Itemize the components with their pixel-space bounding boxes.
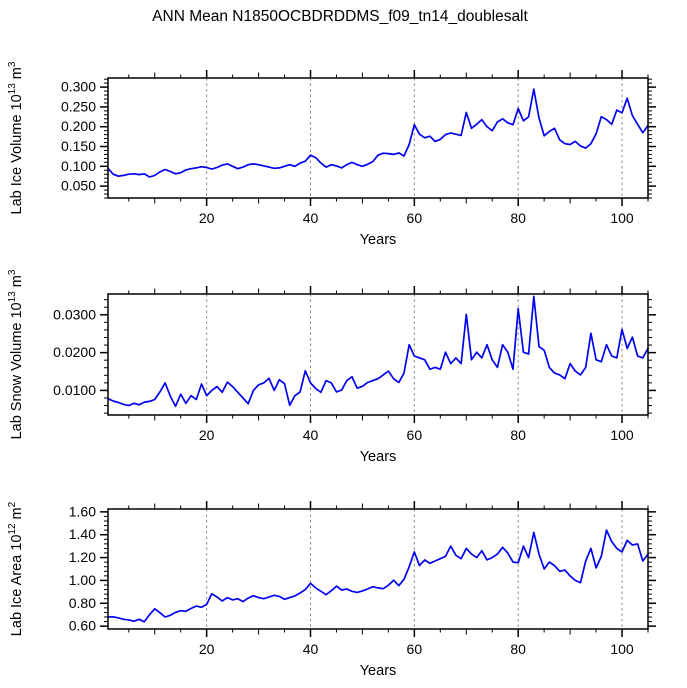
y-tick-label: 0.80: [69, 595, 96, 611]
ice-volume-ylabel: Lab Ice Volume 1013 m3: [7, 61, 25, 214]
y-tick-label: 0.200: [61, 118, 96, 134]
y-tick-label: 0.60: [69, 618, 96, 634]
x-tick-label: 20: [199, 210, 215, 226]
y-tick-label: 0.0200: [53, 344, 96, 360]
snow-volume-line: [107, 295, 649, 408]
plot-box: [107, 508, 649, 630]
panel-snow-volume: 0.0100 0.0200 0.0300 20 40 60 80 100 Years Lab Sn…: [7, 269, 656, 465]
snow-volume-xlabel: Years: [360, 449, 397, 465]
x-tick-label: 60: [407, 210, 423, 226]
x-tick-label: 100: [610, 427, 634, 443]
x-tick-label: 60: [407, 427, 423, 443]
y-tick-label: 0.050: [61, 178, 96, 194]
ice-volume-line: [107, 88, 649, 178]
y-tick-label: 0.300: [61, 79, 96, 95]
y-tick-label: 1.60: [69, 503, 96, 519]
panel-ice-area: 0.60 0.80 1.00 1.20 1.40 1.60 20 40 60 80 100 Years…: [7, 501, 656, 679]
y-tick-label: 1.00: [69, 572, 96, 588]
x-tick-label: 20: [199, 641, 215, 657]
x-tick-label: 100: [610, 641, 634, 657]
plot-box: [107, 77, 649, 199]
x-tick-label: 80: [510, 210, 526, 226]
y-tick-label: 1.20: [69, 549, 96, 565]
ice-area-ylabel: Lab Ice Area 1012 m2: [7, 501, 25, 636]
ice-area-line: [107, 529, 649, 623]
ice-area-xlabel: Years: [360, 663, 397, 679]
x-tick-label: 40: [303, 427, 319, 443]
plot-box: [107, 293, 649, 416]
x-tick-label: 20: [199, 427, 215, 443]
x-tick-label: 100: [610, 210, 634, 226]
panel-ice-volume: 0.050 0.100 0.150 0.200 0.250 0.300 20 40 60 80 10…: [7, 61, 656, 248]
x-tick-label: 40: [303, 210, 319, 226]
y-tick-label: 0.100: [61, 158, 96, 174]
y-tick-label: 0.0100: [53, 382, 96, 398]
y-tick-label: 1.40: [69, 526, 96, 542]
y-tick-label: 0.150: [61, 138, 96, 154]
ice-volume-xlabel: Years: [360, 232, 397, 248]
snow-volume-ylabel: Lab Snow Volume 1013 m3: [7, 269, 25, 439]
x-tick-label: 60: [407, 641, 423, 657]
y-tick-label: 0.0300: [53, 306, 96, 322]
y-tick-label: 0.250: [61, 98, 96, 114]
x-tick-label: 40: [303, 641, 319, 657]
chart-title: ANN Mean N1850OCBDRDDMS_f09_tn14_doubles…: [152, 8, 528, 25]
x-tick-label: 80: [510, 641, 526, 657]
x-tick-label: 80: [510, 427, 526, 443]
